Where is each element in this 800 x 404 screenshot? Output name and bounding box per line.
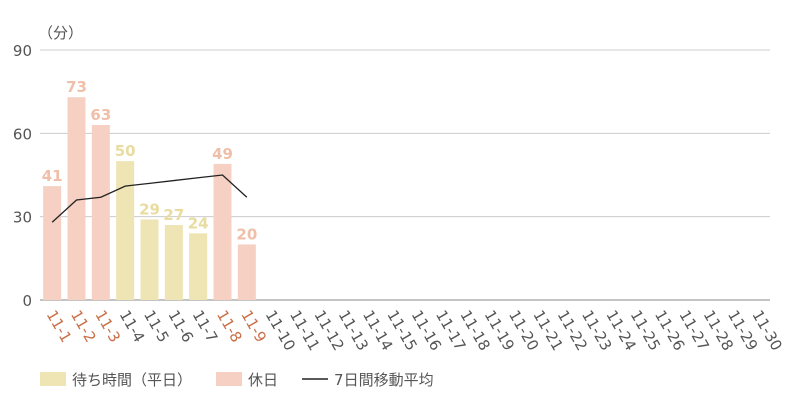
y-tick-label: 90 xyxy=(13,42,32,60)
value-label: 27 xyxy=(163,206,184,224)
bar xyxy=(164,225,183,300)
x-tick-label: 11-4 xyxy=(116,307,149,345)
bar xyxy=(189,233,208,300)
line xyxy=(51,174,248,223)
y-tick-label: 30 xyxy=(13,209,32,227)
value-label: 24 xyxy=(188,214,209,232)
y-tick-label: 0 xyxy=(22,292,32,310)
bar xyxy=(237,244,256,300)
value-label: 29 xyxy=(139,200,160,218)
bar xyxy=(140,219,159,300)
x-tick-label: 11-3 xyxy=(91,307,124,345)
bar xyxy=(43,186,62,300)
legend-swatch xyxy=(40,372,66,386)
x-tick-label: 11-1 xyxy=(43,307,76,345)
x-tick-label: 11-7 xyxy=(189,307,222,345)
bar xyxy=(116,161,135,300)
value-label: 63 xyxy=(90,106,111,124)
y-tick-label: 60 xyxy=(13,125,32,143)
legend-swatch xyxy=(216,372,243,386)
x-tick-label: 11-8 xyxy=(213,307,246,345)
bar xyxy=(91,125,110,300)
value-label: 73 xyxy=(66,78,87,96)
legend-label: 7日間移動平均 xyxy=(334,371,434,389)
x-tick-label: 11-9 xyxy=(237,307,270,345)
x-tick-label: 11-6 xyxy=(164,307,197,345)
value-label: 20 xyxy=(236,225,257,243)
bar xyxy=(67,97,86,300)
legend-label: 休日 xyxy=(248,371,278,389)
y-unit: （分） xyxy=(38,24,83,42)
value-label: 50 xyxy=(115,142,136,160)
legend-label: 待ち時間（平日） xyxy=(72,371,192,389)
value-label: 49 xyxy=(212,145,233,163)
x-tick-label: 11-5 xyxy=(140,307,173,345)
bar xyxy=(213,163,232,300)
value-label: 41 xyxy=(42,167,63,185)
x-tick-label: 11-2 xyxy=(67,307,100,345)
